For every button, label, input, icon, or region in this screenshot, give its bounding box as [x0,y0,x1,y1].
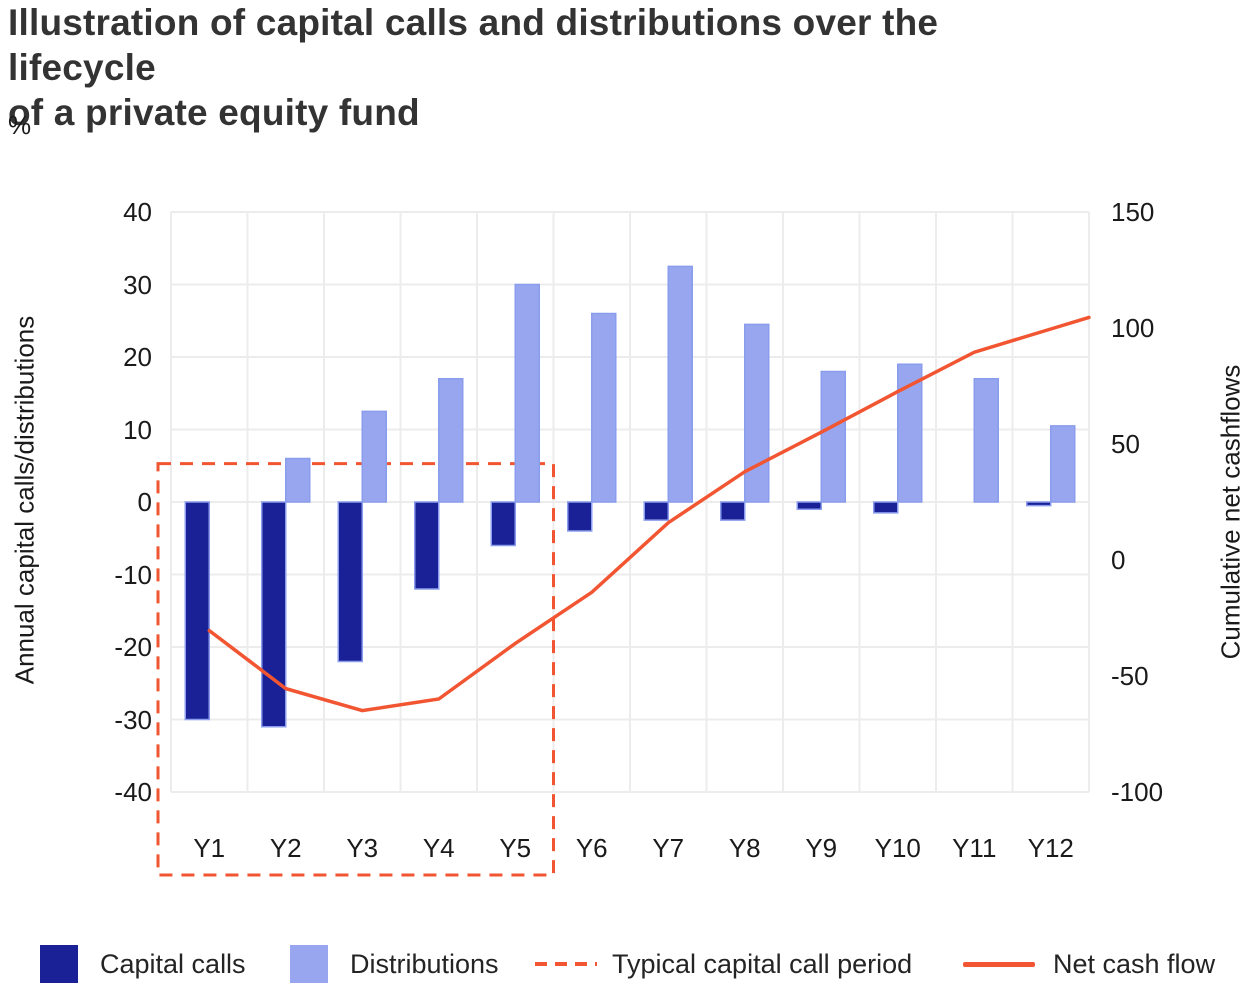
x-axis-label-Y4: Y4 [422,833,455,863]
left-axis-tick-label: 0 [137,487,152,517]
percent-unit-label: % [8,110,32,140]
x-axis-label-Y6: Y6 [575,833,608,863]
capital-calls-bar-Y5 [490,501,516,547]
capital-calls-bar-Y10 [873,501,899,514]
left-axis-tick-label: -20 [114,632,152,662]
distributions-bar-Y11 [973,378,999,503]
capital-calls-bar-Y8 [720,501,746,521]
x-axis-label-Y5: Y5 [499,833,532,863]
left-axis-tick-label: -40 [114,777,152,807]
legend-item-capital-call-period: Typical capital call period [535,944,912,984]
left-axis-tick-label: 30 [123,269,152,300]
capital-calls-bar-Y6 [567,501,593,532]
left-axis-tick-label: 20 [123,342,152,372]
distributions-bar-Y2 [285,457,311,503]
x-axis-label-Y1: Y1 [193,833,226,863]
capital-call-period-box [156,462,555,877]
capital-calls-bar-Y12 [1026,501,1052,507]
left-axis-tick-label: -30 [114,704,152,735]
capital-calls-bar-Y7 [643,501,669,521]
left-axis-tick-label: -10 [114,559,152,590]
x-axis-label-Y2: Y2 [269,833,302,863]
distributions-bar-Y5 [514,283,540,503]
chart-title-line-1: Illustration of capital calls and distri… [8,2,939,88]
x-axis-label-Y8: Y8 [728,833,761,863]
capital-calls-bar-Y1 [184,501,210,721]
legend-label: Typical capital call period [612,948,913,979]
capital-calls-bar-Y4 [414,501,440,590]
x-axis-label-Y12: Y12 [1027,833,1074,863]
distributions-bar-Y6 [591,312,617,503]
distributions-bar-Y3 [361,410,387,503]
distributions-bar-Y8 [744,323,770,503]
right-axis-tick-label: 50 [1111,429,1140,459]
left-axis-tick-label: 40 [123,197,152,227]
chart-title: Illustration of capital calls and distri… [8,0,1078,135]
x-axis-label-Y11: Y11 [952,833,997,863]
distributions-bar-Y7 [667,265,693,503]
x-axis-label-Y7: Y7 [652,833,685,863]
chart-legend: Capital calls Distributions Typical capi… [0,924,1256,997]
distributions-bar-Y9 [820,370,846,503]
distributions-bar-Y4 [438,378,464,503]
legend-label: Net cash flow [1053,948,1216,979]
legend-label: Distributions [350,948,499,979]
solid-line-swatch [963,961,1035,967]
left-axis-tick-label: 10 [123,414,152,445]
chart-title-line-2: of a private equity fund [8,92,420,133]
distributions-bar-Y12 [1050,425,1076,503]
legend-label: Capital calls [100,948,246,979]
x-axis-label-Y10: Y10 [874,833,921,863]
legend-item-capital-calls: Capital calls [40,944,246,984]
distributions-swatch [290,945,328,983]
right-axis-tick-label: -100 [1111,777,1164,807]
x-axis-label-Y9: Y9 [805,833,838,863]
right-axis-tick-label: 0 [1111,545,1126,575]
legend-item-distributions: Distributions [290,944,499,984]
right-axis-tick-label: 100 [1111,313,1155,343]
legend-item-net-cash-flow: Net cash flow [963,944,1215,984]
right-axis-tick-label: 150 [1111,197,1155,227]
capital-calls-bar-Y3 [337,501,363,663]
x-axis-label-Y3: Y3 [346,833,379,863]
dashed-line-swatch [535,962,597,966]
capital-calls-bar-Y9 [796,501,822,510]
capital-calls-swatch [40,945,78,983]
capital-calls-bar-Y2 [261,501,287,728]
right-axis-tick-label: -50 [1111,661,1149,691]
net-cash-flow-line [207,315,1091,713]
